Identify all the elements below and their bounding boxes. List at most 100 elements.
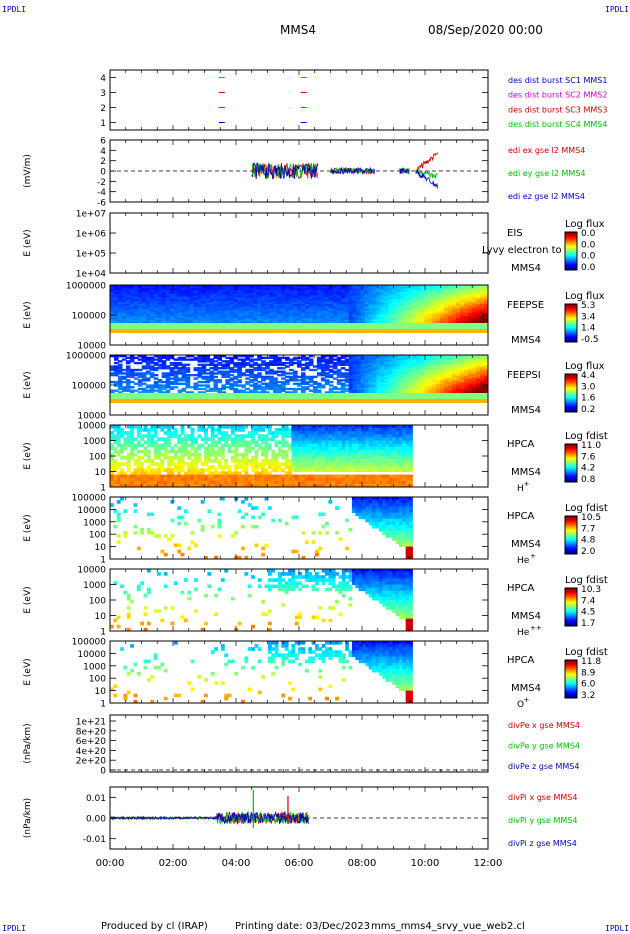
spectrogram-cell — [440, 367, 445, 370]
spectrogram-cell — [177, 309, 183, 312]
spectrogram-cell — [261, 293, 266, 296]
spectrogram-cell — [444, 363, 449, 366]
spectrogram-cell — [281, 293, 286, 296]
spectrogram-cell — [432, 312, 437, 315]
spectrogram-cell — [428, 358, 433, 361]
spectrogram-cell — [227, 446, 232, 451]
spectrogram-cell — [444, 291, 449, 295]
spectrogram-cell — [289, 291, 294, 295]
spectrogram-cell — [237, 440, 242, 445]
spectrogram-cell — [271, 468, 276, 472]
spectrogram-cell — [205, 389, 211, 392]
spectrogram-cell — [352, 365, 358, 368]
spectrogram-cell — [129, 389, 135, 392]
spectrogram-cell — [428, 379, 433, 382]
spectrogram-cell — [204, 437, 208, 441]
spectrogram-cell — [129, 307, 135, 310]
spectrogram-cell — [420, 355, 425, 358]
spectrogram-cell — [278, 452, 282, 457]
legend-entry: des dist burst SC2 MMS2 — [508, 91, 607, 100]
spectrogram-cell — [253, 319, 258, 322]
spectrogram-cell — [265, 300, 270, 303]
spectrogram-cell — [312, 293, 318, 296]
spectrogram-cell — [113, 380, 119, 384]
spectrogram-cell — [428, 356, 433, 360]
spectrogram-cell — [400, 365, 406, 368]
spectrogram-cell — [440, 286, 445, 290]
spectrogram-cell — [113, 321, 119, 324]
spectrogram-cell — [180, 456, 185, 460]
spectrogram-cell — [400, 368, 406, 372]
spectrogram-cell — [163, 483, 168, 487]
spectrogram-cell — [392, 358, 398, 361]
spectrogram-cell — [388, 321, 394, 324]
spectrogram-cell — [169, 310, 175, 314]
spectrogram-cell — [476, 297, 481, 300]
spectrogram-cell — [244, 440, 249, 445]
spectrogram-cell — [368, 295, 374, 298]
spectrogram-cell — [180, 440, 185, 445]
spectrogram-cell — [177, 361, 183, 365]
spectrogram-cell — [408, 310, 413, 314]
spectrogram-cell — [169, 312, 175, 315]
spectrogram-cell — [300, 285, 306, 288]
spectrogram-cell — [360, 297, 366, 300]
spectrogram-cell — [173, 361, 179, 365]
spectrogram-cell — [113, 389, 119, 392]
spectrogram-cell — [229, 304, 234, 307]
spectrogram-cell — [376, 384, 382, 387]
spectrogram-cell — [161, 288, 167, 291]
spectrogram-cell — [440, 316, 445, 319]
spectrogram-cell — [274, 462, 279, 466]
spectrogram-cell — [181, 382, 187, 385]
spectrogram-cell — [360, 361, 366, 365]
spectrogram-cell — [229, 374, 234, 377]
spectrogram-cell — [143, 434, 148, 438]
spectrogram-cell — [117, 379, 123, 382]
spectrogram-cell — [113, 304, 119, 307]
spectrogram-cell — [129, 356, 135, 360]
spectrogram-cell — [284, 456, 289, 460]
spectrogram-cell — [424, 304, 429, 307]
spectrogram-cell — [396, 286, 402, 290]
spectrogram-cell — [141, 365, 147, 368]
spectrogram-cell — [281, 456, 286, 460]
spectrogram-cell — [448, 380, 453, 384]
spectrogram-cell — [400, 389, 406, 392]
spectrogram-cell — [324, 298, 330, 302]
spectrogram-cell — [396, 391, 402, 394]
spectrogram-cell — [344, 355, 350, 358]
spectrogram-cell — [137, 297, 143, 300]
spectrogram-cell — [201, 312, 207, 315]
spectrogram-cell — [185, 367, 191, 370]
spectrogram-cell — [376, 370, 382, 373]
spectrogram-cell — [137, 288, 143, 291]
spectrogram-cell — [145, 288, 151, 291]
spectrogram-cell — [324, 304, 330, 307]
spectrogram-cell — [396, 309, 402, 312]
spectrogram-cell — [408, 360, 413, 363]
corner-label-bottom-right: IPDLI — [605, 924, 630, 933]
spectrogram-cell — [265, 304, 270, 307]
spectrogram-cell — [348, 355, 354, 358]
spectrogram-cell — [360, 365, 366, 368]
spectrogram-cell — [237, 425, 242, 429]
spectrogram-cell — [253, 379, 258, 382]
spectrogram-cell — [472, 295, 477, 298]
spectrogram-cell — [281, 310, 286, 314]
spectrogram-cell — [392, 368, 398, 372]
series-2 — [251, 162, 438, 189]
spectrogram-cell — [372, 307, 378, 310]
spectrogram-cell — [269, 370, 274, 373]
spectrogram-cell — [404, 319, 410, 322]
spectrogram-cell — [472, 384, 477, 387]
spectrogram-cell — [396, 312, 402, 315]
spectrogram-cell — [480, 295, 485, 298]
spectrogram-cell — [332, 288, 338, 291]
spectrogram-cell — [336, 372, 342, 375]
spectrogram-cell — [304, 387, 310, 391]
spectrogram-cell — [368, 380, 374, 384]
spectrogram-cell — [388, 363, 394, 366]
spectrogram-cell — [247, 440, 252, 445]
spectrogram-cell — [273, 316, 278, 319]
